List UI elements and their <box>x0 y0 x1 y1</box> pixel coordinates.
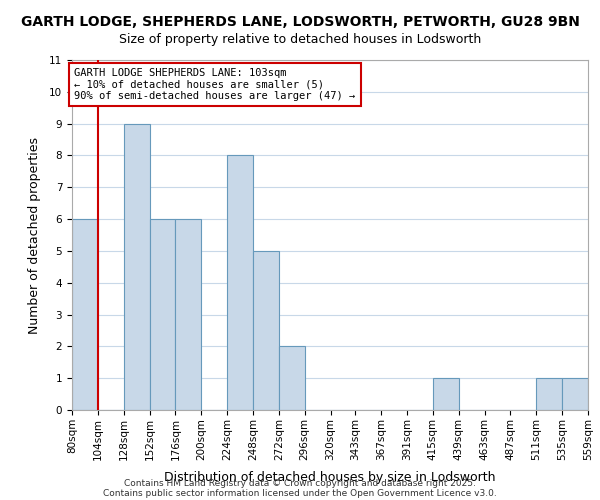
Text: Contains HM Land Registry data © Crown copyright and database right 2025.: Contains HM Land Registry data © Crown c… <box>124 478 476 488</box>
Bar <box>433 378 459 410</box>
Bar <box>562 378 588 410</box>
Bar <box>279 346 305 410</box>
Text: GARTH LODGE SHEPHERDS LANE: 103sqm
← 10% of detached houses are smaller (5)
90% : GARTH LODGE SHEPHERDS LANE: 103sqm ← 10%… <box>74 68 355 101</box>
Bar <box>536 378 562 410</box>
Text: Size of property relative to detached houses in Lodsworth: Size of property relative to detached ho… <box>119 32 481 46</box>
Bar <box>124 124 149 410</box>
Y-axis label: Number of detached properties: Number of detached properties <box>28 136 41 334</box>
X-axis label: Distribution of detached houses by size in Lodsworth: Distribution of detached houses by size … <box>164 471 496 484</box>
Bar <box>175 219 201 410</box>
Bar <box>227 156 253 410</box>
Text: GARTH LODGE, SHEPHERDS LANE, LODSWORTH, PETWORTH, GU28 9BN: GARTH LODGE, SHEPHERDS LANE, LODSWORTH, … <box>20 15 580 29</box>
Bar <box>253 251 279 410</box>
Bar <box>149 219 175 410</box>
Text: Contains public sector information licensed under the Open Government Licence v3: Contains public sector information licen… <box>103 488 497 498</box>
Bar <box>72 219 98 410</box>
